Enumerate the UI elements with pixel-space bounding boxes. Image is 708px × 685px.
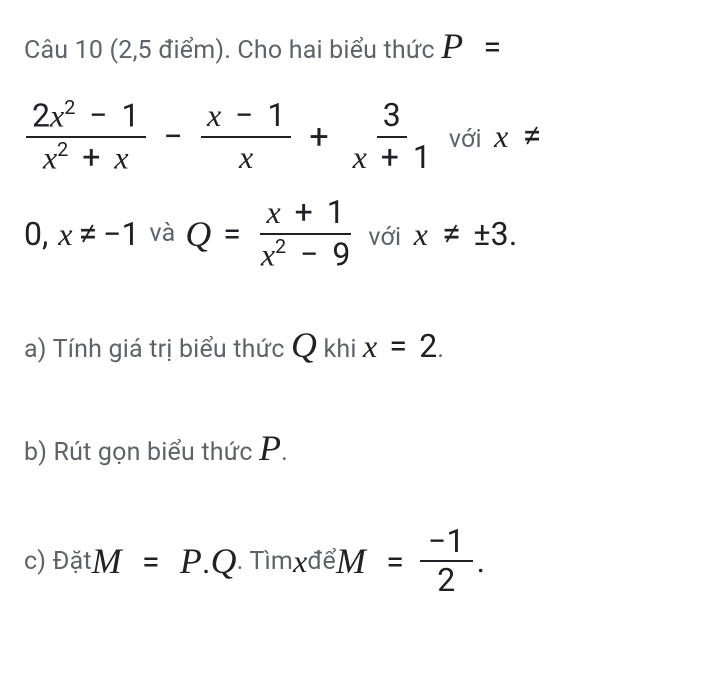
- expr-line-2: 0, x ≠ −1 và Q = x + 1 x2 − 9 với x≠ ±3.: [24, 195, 684, 272]
- frac-2: x − 1 x: [201, 98, 291, 174]
- with-x-neq: với x≠: [449, 118, 548, 155]
- var-P: P: [441, 26, 463, 66]
- eq-sign: =: [483, 28, 501, 66]
- zero-val: 0: [24, 215, 42, 253]
- with-x-neq-pm3: với x≠ ±3.: [368, 215, 517, 253]
- expr-line-1: 2x2 − 1 x2 + x − x − 1 x + 3: [24, 98, 684, 176]
- part-c: c) Đặt M = P.Q . Tìm x để M = −1 2 .: [24, 525, 684, 598]
- frac-neg-half: −1 2: [420, 525, 473, 598]
- neq-icon: ≠: [78, 217, 97, 251]
- frac-1: 2x2 − 1 x2 + x: [26, 98, 146, 176]
- neq-icon: ≠: [523, 119, 542, 153]
- part-a: a) Tính giá trị biểu thức Q khi x=2.: [24, 320, 684, 370]
- intro-text: Câu 10 (2,5 điểm). Cho hai biểu thức: [24, 36, 441, 65]
- page: Câu 10 (2,5 điểm). Cho hai biểu thức P =…: [0, 0, 708, 634]
- op-minus: −: [164, 120, 183, 154]
- frac-Q: x + 1 x2 − 9: [255, 195, 357, 272]
- part-b: b) Rút gọn biểu thức P.: [24, 423, 684, 473]
- neq-icon: ≠: [442, 217, 461, 251]
- op-plus: +: [309, 120, 328, 154]
- var-Q: Q: [185, 214, 211, 254]
- frac-3: 3 x + 1: [347, 98, 437, 174]
- question-intro: Câu 10 (2,5 điểm). Cho hai biểu thức P =: [24, 20, 684, 74]
